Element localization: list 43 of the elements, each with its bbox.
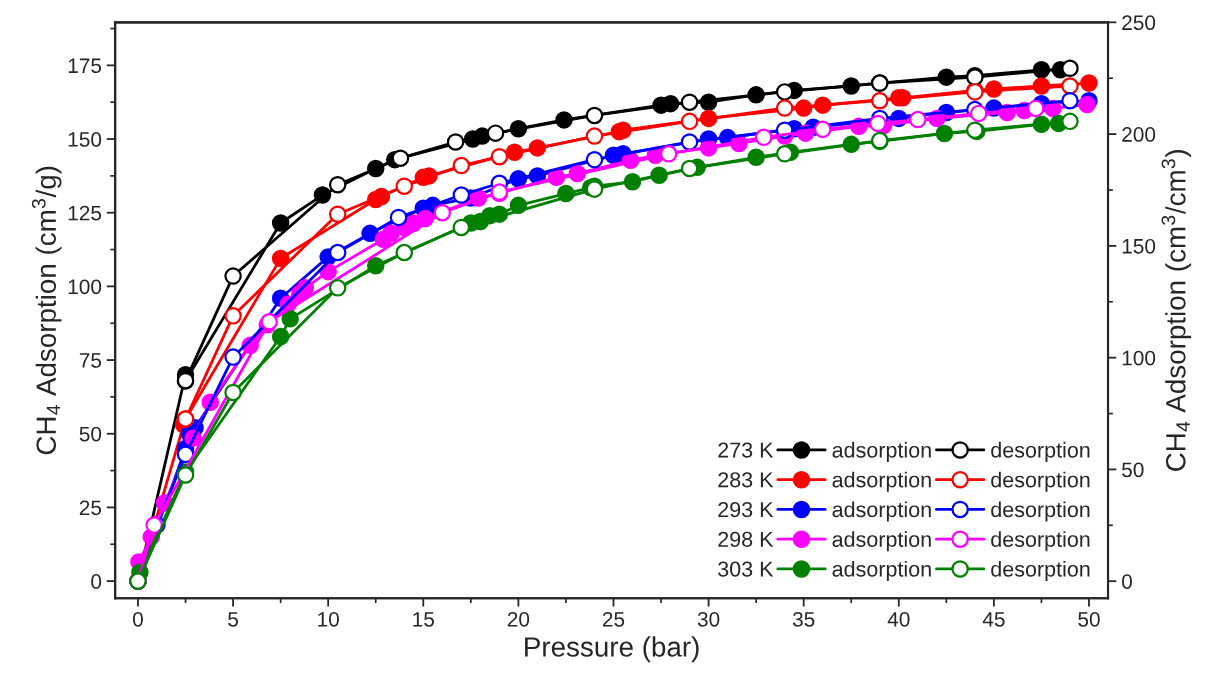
legend-label: desorption (991, 441, 1090, 462)
legend-label: adsorption (832, 441, 931, 462)
x-axis-title: Pressure (bar) (525, 636, 699, 663)
x-tick-label: 25 (602, 611, 625, 627)
legend-label: adsorption (832, 501, 931, 522)
y-axis-title: CH$_{4}$ Adsorption (cm$^{3}$/g) (31, 166, 62, 455)
x-tick-label: 35 (792, 611, 815, 627)
legend-label: adsorption (832, 560, 931, 581)
y-tick-label: 100 (68, 279, 102, 295)
y2-tick-label: 0 (1122, 574, 1132, 589)
x-tick-label: 10 (318, 611, 339, 627)
y2-tick-label: 200 (1122, 127, 1156, 142)
annotation: 283 K (718, 472, 774, 488)
x-tick-label: 0 (133, 611, 143, 627)
x-tick-label: 45 (982, 612, 1005, 627)
annotation: 298 K (718, 531, 774, 547)
y2-tick-label: 50 (1122, 462, 1144, 478)
legend-label: desorption (991, 560, 1090, 581)
y-tick-label: 50 (79, 426, 102, 442)
x-tick-label: 50 (1078, 611, 1100, 627)
legend-label: adsorption (832, 531, 931, 552)
legend-label: desorption (991, 531, 1090, 552)
x-tick-label: 20 (507, 611, 530, 627)
x-tick-label: 15 (413, 612, 434, 627)
y-tick-label: 125 (68, 205, 102, 221)
y2-axis-title: CH$_{4}$ Adsorption (cm$^{3}$/cm$^{3}$) (1161, 150, 1192, 471)
y-tick-label: 150 (68, 132, 102, 147)
y-tick-label: 175 (68, 58, 102, 74)
legend-label: adsorption (832, 471, 931, 492)
y2-tick-label: 150 (1122, 238, 1156, 254)
annotation: 293 K (718, 501, 774, 518)
legend-label: desorption (991, 471, 1090, 492)
y2-tick-label: 100 (1122, 350, 1156, 366)
y-tick-label: 0 (91, 574, 102, 589)
y2-tick-label: 250 (1122, 15, 1156, 31)
y-tick-label: 25 (79, 500, 102, 516)
legend-label: desorption (991, 501, 1090, 522)
x-tick-label: 30 (697, 611, 720, 627)
x-tick-label: 5 (228, 612, 238, 627)
annotation: 273 K (718, 442, 774, 458)
annotation: 303 K (718, 561, 774, 577)
y-tick-label: 75 (79, 353, 102, 368)
x-tick-label: 40 (887, 611, 910, 627)
